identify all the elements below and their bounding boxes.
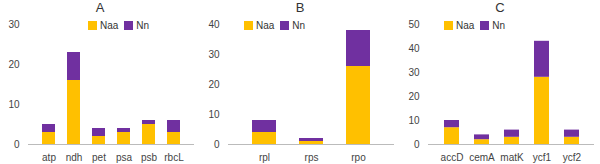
svg-text:30: 30 bbox=[208, 49, 220, 60]
svg-text:20: 20 bbox=[408, 91, 420, 102]
html-text:Naa: Naa bbox=[100, 20, 119, 31]
svg-text:50: 50 bbox=[408, 19, 420, 30]
svg-text:psb: psb bbox=[141, 152, 158, 163]
html-text:Nn: Nn bbox=[492, 20, 506, 31]
svg-text:rbcL: rbcL bbox=[164, 152, 184, 163]
svg-text:ycf1: ycf1 bbox=[533, 152, 552, 163]
svg-text:20: 20 bbox=[208, 79, 220, 90]
svg-text:40: 40 bbox=[208, 19, 220, 30]
svg-text:cemA: cemA bbox=[469, 152, 495, 163]
svg-text:accD: accD bbox=[441, 152, 464, 163]
svg-text:0: 0 bbox=[214, 139, 220, 150]
svg-text:matK: matK bbox=[500, 152, 524, 163]
html-text:Nn: Nn bbox=[136, 20, 150, 31]
html-text:A: A bbox=[95, 0, 105, 15]
html-text:Naa: Naa bbox=[456, 20, 475, 31]
svg-text:40: 40 bbox=[408, 43, 420, 54]
svg-text:psa: psa bbox=[116, 152, 133, 163]
svg-text:20: 20 bbox=[8, 59, 20, 70]
svg-text:pet: pet bbox=[92, 152, 106, 163]
svg-text:rpl: rpl bbox=[259, 152, 270, 163]
html-text:B: B bbox=[295, 0, 305, 15]
svg-text:atp: atp bbox=[42, 152, 56, 163]
svg-text:ycf2: ycf2 bbox=[563, 152, 582, 163]
svg-text:0: 0 bbox=[414, 139, 420, 150]
html-text:Nn: Nn bbox=[292, 20, 306, 31]
html-text:Naa: Naa bbox=[256, 20, 275, 31]
svg-text:10: 10 bbox=[408, 115, 420, 126]
svg-text:ndh: ndh bbox=[66, 152, 83, 163]
svg-text:rpo: rpo bbox=[351, 152, 366, 163]
svg-text:30: 30 bbox=[8, 19, 20, 30]
svg-text:30: 30 bbox=[408, 67, 420, 78]
html-text:C: C bbox=[495, 0, 505, 15]
svg-text:10: 10 bbox=[208, 109, 220, 120]
svg-text:0: 0 bbox=[14, 139, 20, 150]
svg-text:10: 10 bbox=[8, 99, 20, 110]
svg-text:rps: rps bbox=[305, 152, 319, 163]
